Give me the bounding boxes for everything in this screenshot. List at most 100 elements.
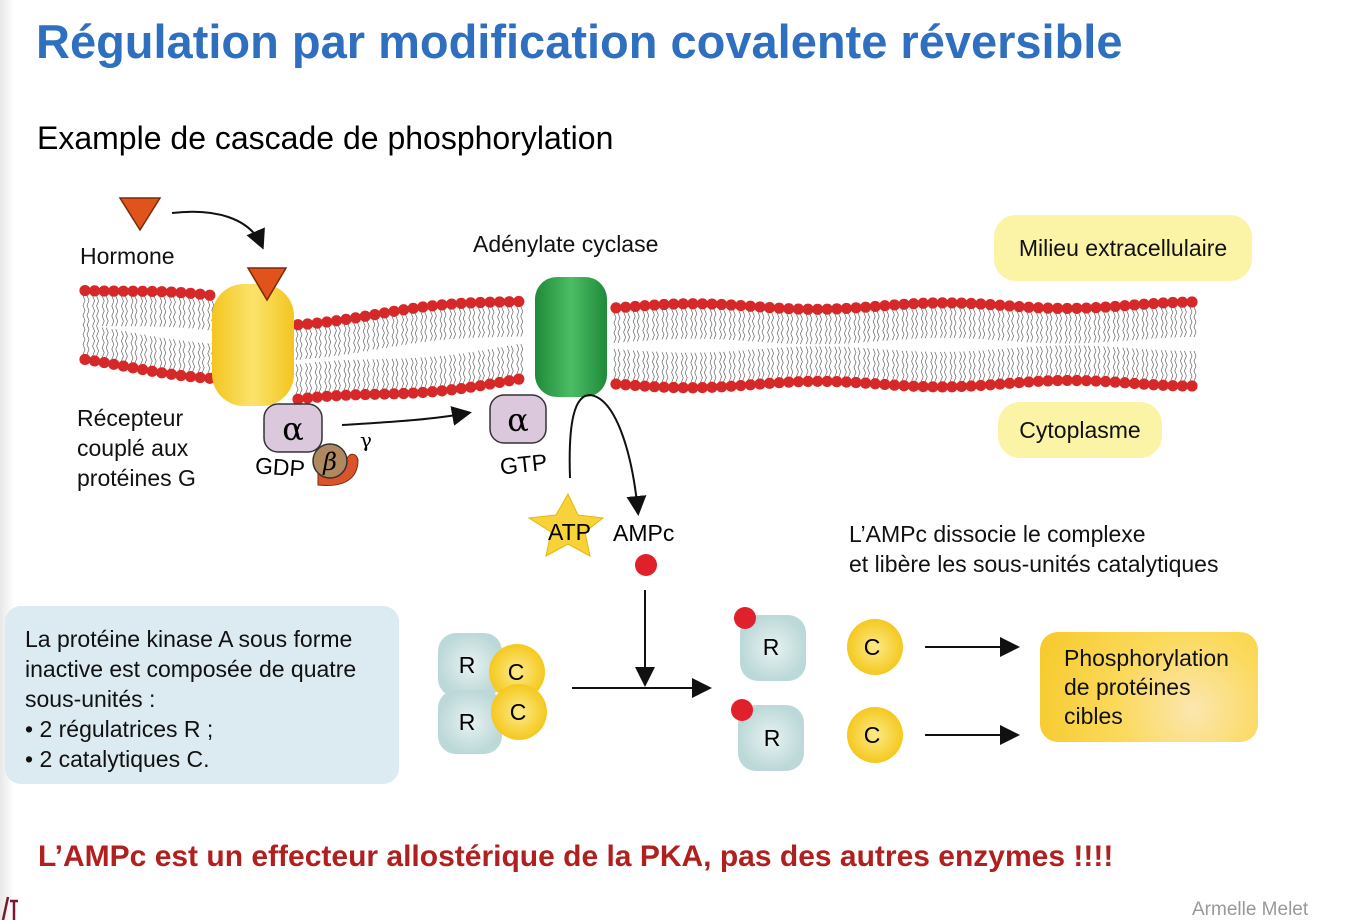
lipid-tail: [314, 327, 322, 359]
lipid-head: [1109, 376, 1121, 388]
lipid-tail: [738, 310, 746, 341]
lipid-head: [850, 302, 862, 314]
lipid-tail: [334, 360, 341, 391]
conclusion-text: L’AMPc est un effecteur allostérique de …: [38, 840, 1114, 873]
lipid-head: [1080, 302, 1092, 314]
lipid-tail: [901, 309, 909, 340]
lipid-tail: [1103, 311, 1110, 343]
lipid-tail: [1151, 349, 1158, 380]
lipid-tail: [709, 352, 717, 383]
pka-description-line: La protéine kinase A sous forme: [25, 626, 353, 652]
lipid-tail: [197, 342, 205, 373]
lipid-tail: [178, 340, 186, 371]
lipid-head: [869, 378, 881, 390]
lipid-head: [292, 319, 304, 331]
lipid-tail: [623, 312, 630, 343]
r-subunit: [438, 690, 502, 754]
lipid-tail: [1055, 313, 1062, 344]
lipid-head: [754, 378, 766, 390]
pka-description-line: • 2 régulatrices R ;: [25, 716, 214, 742]
cytoplasm-label: Cytoplasme: [998, 402, 1162, 458]
lipid-head: [1148, 379, 1160, 391]
lipid-tail: [101, 295, 109, 327]
lipid-tail: [652, 309, 659, 341]
lipid-head: [927, 381, 939, 393]
lipid-head: [1004, 377, 1016, 389]
lipid-tail: [1122, 347, 1130, 378]
atp-star: [527, 492, 605, 557]
lipid-head: [917, 297, 929, 309]
lipid-head: [484, 296, 496, 308]
lipid-head: [1023, 301, 1035, 313]
lipid-head: [1042, 375, 1054, 387]
lipid-head: [648, 381, 661, 393]
g-alpha-subunit-gdp: [263, 403, 323, 453]
lipid-head: [185, 371, 197, 383]
c-label: C: [864, 722, 881, 748]
lipid-head: [946, 297, 958, 309]
lipid-head: [359, 388, 371, 401]
lipid-tail: [458, 353, 466, 384]
lipid-tail: [130, 332, 138, 363]
lipid-tail: [1007, 348, 1014, 379]
lipid-tail: [997, 310, 1005, 341]
lipid-head: [639, 300, 651, 312]
lipid-head: [735, 379, 747, 392]
phosphorylation-line: cibles: [1064, 703, 1123, 729]
lipid-head: [840, 376, 853, 388]
lipid-head: [417, 386, 429, 399]
lipid-tail: [1122, 310, 1130, 341]
lipid-head: [185, 287, 197, 299]
lipid-head: [302, 318, 314, 330]
lipid-head: [1052, 374, 1064, 387]
lipid-tail: [767, 348, 774, 379]
lipid-head: [936, 297, 949, 309]
lipid-head: [1071, 374, 1083, 387]
lipid-tail: [111, 296, 119, 327]
lipid-head: [783, 303, 795, 315]
lipid-head: [716, 381, 728, 393]
hormone-triangle-free: [118, 197, 162, 232]
lipid-tail: [130, 296, 138, 327]
lipid-tail: [140, 296, 147, 327]
ampc-dot: [635, 554, 657, 576]
lipid-tail: [1036, 312, 1043, 343]
lipid-tail: [968, 308, 976, 339]
lipid-bilayer-membrane: [79, 284, 1198, 405]
lipid-tail: [420, 357, 428, 388]
lipid-head: [330, 315, 342, 327]
lipid-head: [696, 298, 709, 310]
lipid-head: [79, 353, 91, 366]
lipid-tail: [295, 364, 303, 395]
lipid-tail: [709, 308, 717, 340]
lipid-tail: [728, 309, 736, 341]
lipid-head: [831, 376, 843, 388]
lipid-tail: [1112, 311, 1120, 342]
lipid-tail: [401, 358, 408, 389]
lipid-head: [398, 304, 410, 316]
beta-label: β: [322, 448, 337, 476]
lipid-tail: [324, 326, 332, 358]
lipid-head: [821, 375, 833, 387]
lipid-tail: [410, 357, 418, 389]
lipid-head: [936, 381, 949, 393]
lipid-tail: [1007, 310, 1014, 342]
lipid-tail: [700, 352, 707, 383]
r-label: R: [763, 634, 780, 660]
lipid-head: [927, 297, 939, 309]
lipid-head: [716, 298, 728, 311]
lipid-tail: [661, 352, 669, 383]
lipid-tail: [1189, 306, 1197, 338]
lipid-head: [446, 384, 458, 396]
lipid-tail: [959, 351, 966, 382]
lipid-head: [879, 378, 891, 391]
lipid-tail: [188, 341, 195, 372]
lipid-head: [494, 296, 506, 308]
lipid-head: [620, 379, 632, 391]
lipid-head: [417, 301, 429, 313]
lipid-tail: [487, 348, 495, 380]
lipid-tail: [930, 307, 938, 339]
lipid-head: [744, 300, 757, 312]
lipid-head: [426, 386, 438, 398]
lipid-head: [108, 358, 120, 370]
